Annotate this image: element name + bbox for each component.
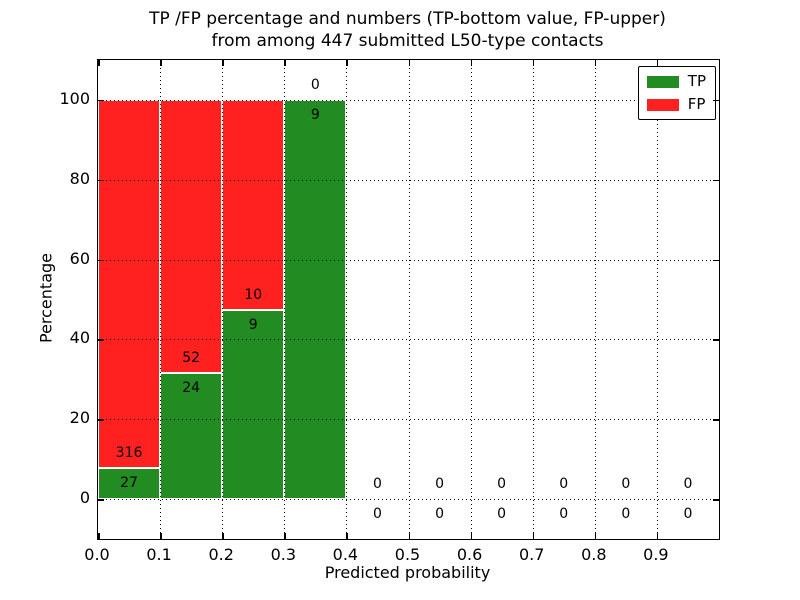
bar-segment-fp <box>222 99 285 310</box>
y-tick-mark <box>98 419 104 421</box>
x-tick-mark <box>346 533 348 539</box>
bar-label-tp: 24 <box>182 380 201 397</box>
bar-label-fp: 0 <box>435 475 445 492</box>
x-tick-label: 0.4 <box>332 545 359 564</box>
legend-swatch-tp <box>646 75 679 88</box>
x-tick-label: 0.3 <box>270 545 297 564</box>
gridline-vertical <box>160 60 162 539</box>
bar-label-tp: 0 <box>559 506 569 523</box>
legend-label-tp: TP <box>687 72 706 90</box>
chart-title: TP /FP percentage and numbers (TP-bottom… <box>97 8 718 52</box>
y-tick-mark <box>713 419 719 421</box>
x-tick-mark <box>222 60 224 66</box>
bar-label-fp: 0 <box>310 76 320 93</box>
legend: TP FP <box>637 66 716 120</box>
y-tick-mark <box>98 99 104 102</box>
x-tick-label: 0.2 <box>208 545 234 564</box>
x-tick-mark <box>160 60 162 66</box>
x-tick-mark <box>284 60 286 66</box>
x-axis-title: Predicted probability <box>324 563 491 582</box>
gridline-vertical <box>594 60 596 539</box>
y-tick-mark <box>713 259 719 262</box>
bar-label-tp: 9 <box>248 317 258 334</box>
x-tick-mark <box>532 60 535 66</box>
x-tick-mark <box>470 533 473 539</box>
gridline-vertical <box>346 60 348 539</box>
x-tick-mark <box>284 533 286 539</box>
x-tick-mark <box>594 533 597 539</box>
bar-segment-tp <box>284 99 347 500</box>
y-tick-label: 0 <box>79 488 90 508</box>
bar-label-fp: 0 <box>621 475 631 492</box>
gridline-vertical <box>532 60 534 539</box>
x-tick-mark <box>532 533 535 539</box>
y-tick-mark <box>98 259 104 262</box>
x-tick-mark <box>408 533 410 539</box>
x-tick-label: 0.7 <box>518 545 545 564</box>
bar-label-tp: 0 <box>372 506 382 523</box>
bar-label-tp: 0 <box>683 506 693 523</box>
chart-title-line2: from among 447 submitted L50-type contac… <box>211 31 604 51</box>
bar-label-fp: 0 <box>497 475 507 492</box>
bar-label-fp: 52 <box>182 349 201 366</box>
gridline-vertical <box>222 60 224 539</box>
x-tick-label: 0.5 <box>394 545 421 564</box>
x-tick-mark <box>98 533 100 539</box>
y-tick-mark <box>98 179 104 182</box>
bar-label-tp: 27 <box>120 474 138 491</box>
y-tick-label: 20 <box>69 408 90 428</box>
y-tick-mark <box>713 99 719 102</box>
x-tick-label: 0.9 <box>643 545 669 564</box>
legend-entry-fp: FP <box>646 95 706 113</box>
x-tick-mark <box>470 60 473 66</box>
y-tick-label: 40 <box>69 328 90 348</box>
y-tick-mark <box>713 339 719 341</box>
bar-label-fp: 10 <box>244 286 263 303</box>
bar-segment-tp <box>98 467 161 500</box>
y-axis-title: Percentage <box>36 252 56 344</box>
gridline-vertical <box>284 60 286 539</box>
bar-segment-fp <box>160 99 223 374</box>
bar-label-fp: 0 <box>683 475 693 492</box>
y-tick-label: 60 <box>69 248 90 268</box>
x-tick-mark <box>656 60 659 66</box>
bar-label-tp: 0 <box>497 506 507 523</box>
x-tick-mark <box>346 60 348 66</box>
x-tick-mark <box>222 533 224 539</box>
bar-label-tp: 9 <box>310 107 320 124</box>
y-tick-label: 100 <box>59 88 90 108</box>
x-tick-mark <box>594 60 597 66</box>
x-tick-label: 0.6 <box>456 545 483 564</box>
bar-segment-tp <box>222 309 285 500</box>
legend-entry-tp: TP <box>646 72 706 90</box>
x-tick-mark <box>98 60 100 66</box>
y-tick-mark <box>98 499 104 501</box>
y-tick-mark <box>713 179 719 182</box>
x-tick-mark <box>408 60 410 66</box>
legend-swatch-fp <box>646 98 679 111</box>
y-tick-mark <box>98 339 104 341</box>
y-tick-mark <box>713 499 719 501</box>
x-tick-label: 0.0 <box>84 545 110 564</box>
gridline-vertical <box>408 60 410 539</box>
chart-title-line1: TP /FP percentage and numbers (TP-bottom… <box>149 9 666 29</box>
x-tick-mark <box>160 533 162 539</box>
x-tick-label: 0.8 <box>581 545 607 564</box>
bar-label-fp: 316 <box>115 444 143 461</box>
legend-label-fp: FP <box>687 95 706 113</box>
x-tick-mark <box>656 533 659 539</box>
bar-segment-fp <box>98 99 161 468</box>
gridline-vertical <box>470 60 472 539</box>
bar-label-fp: 0 <box>559 475 569 492</box>
plot-area: 316 27 52 24 10 9 0 9 0 0 0 0 0 0 0 0 0 0 0 0 TP FP <box>97 59 720 540</box>
bar-label-tp: 0 <box>621 506 631 523</box>
bar-label-fp: 0 <box>372 475 382 492</box>
gridline-vertical <box>656 60 658 539</box>
x-tick-label: 0.1 <box>146 545 172 564</box>
y-tick-label: 80 <box>69 168 90 188</box>
bar-label-tp: 0 <box>435 506 445 523</box>
